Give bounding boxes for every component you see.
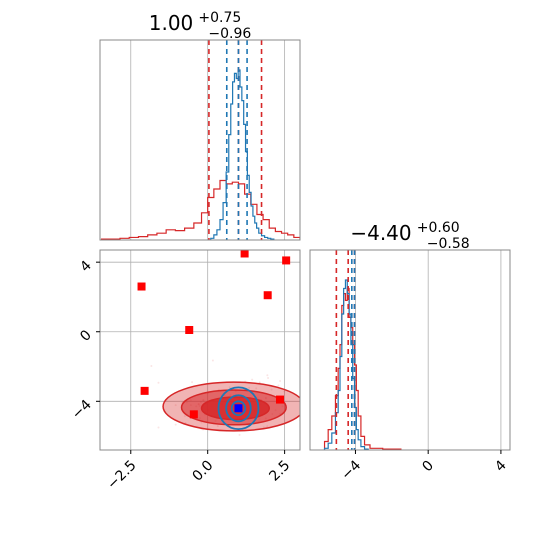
- prior-sample: [216, 425, 219, 428]
- prior-histogram: [100, 179, 300, 240]
- prior-sample: [305, 412, 307, 414]
- prior-sample: [157, 426, 160, 429]
- prior-sample: [258, 381, 261, 384]
- y-tick-label-0: −4: [69, 397, 95, 423]
- marked-point-5: [140, 386, 149, 395]
- y-tick-label-2: 4: [77, 258, 95, 276]
- posterior-contour-1: [225, 394, 252, 423]
- x-tick-label-2: 2.5: [266, 458, 293, 485]
- marked-point-3: [263, 291, 272, 300]
- panel-background: [310, 250, 510, 450]
- prior-sample: [211, 359, 214, 362]
- prior-sample: [277, 384, 280, 387]
- joint-panel: −2.5 0.0 2.5 −4 0 4: [69, 249, 308, 493]
- marked-point-7: [189, 410, 198, 419]
- prior-sample: [174, 404, 177, 407]
- panel-frame: [309, 249, 511, 451]
- title-param1: 1.00 +0.75 −0.96: [149, 7, 252, 42]
- y-tick-label-1: 0: [77, 327, 95, 345]
- x-tick-label-0: −2.5: [104, 458, 139, 493]
- x-tick-label-2: 4: [492, 457, 510, 475]
- x-tick-label-1: 0.0: [189, 458, 216, 485]
- truth-point: [234, 404, 243, 413]
- prior-sample: [248, 386, 251, 389]
- prior-sample: [251, 378, 254, 381]
- marked-point-2: [137, 282, 146, 291]
- posterior-contour-0: [217, 386, 260, 431]
- marked-point-0: [240, 250, 249, 258]
- prior-sample: [238, 433, 241, 436]
- prior-sample: [174, 423, 177, 426]
- panel-background: [100, 40, 300, 240]
- prior-sample: [266, 425, 269, 428]
- prior-sample: [183, 415, 186, 418]
- x-tick-label-0: −4: [338, 457, 364, 483]
- panel-frame: [99, 39, 301, 241]
- marginal-panel-param2: −4 0 4: [309, 249, 511, 483]
- title-param2: −4.40 +0.60 −0.58: [350, 217, 469, 252]
- posterior-contour-2: [230, 400, 247, 417]
- prior-sample: [255, 387, 258, 390]
- prior-sample: [150, 364, 153, 367]
- panel-frame: [99, 249, 301, 451]
- prior-sample: [283, 390, 286, 393]
- prior-sample: [266, 374, 269, 377]
- prior-sample: [267, 377, 270, 380]
- prior-sample: [303, 375, 305, 377]
- prior-sample: [279, 380, 282, 383]
- prior-sample: [270, 388, 273, 391]
- prior-sample: [157, 381, 160, 384]
- x-tick-label-1: 0: [419, 458, 437, 476]
- prior-sample: [191, 381, 194, 384]
- prior-sample: [228, 386, 231, 389]
- marginal-panel-param1: [99, 39, 301, 241]
- marked-point-4: [185, 326, 194, 334]
- prior-sample: [306, 418, 308, 420]
- marked-point-1: [282, 256, 291, 265]
- prior-sample: [304, 421, 306, 423]
- posterior-histogram: [323, 279, 369, 450]
- marked-point-6: [276, 395, 284, 404]
